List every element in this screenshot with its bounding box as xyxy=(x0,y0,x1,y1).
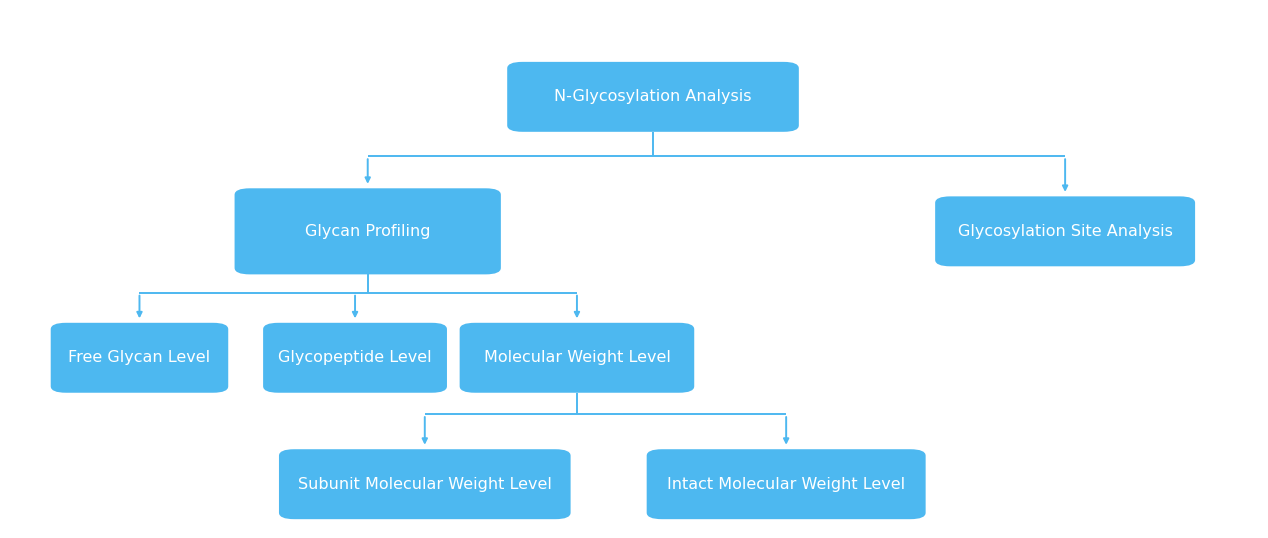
Text: Glycosylation Site Analysis: Glycosylation Site Analysis xyxy=(957,224,1173,239)
FancyBboxPatch shape xyxy=(51,323,228,393)
FancyBboxPatch shape xyxy=(507,62,799,132)
Text: N-Glycosylation Analysis: N-Glycosylation Analysis xyxy=(554,89,752,104)
FancyBboxPatch shape xyxy=(647,449,926,519)
Text: Molecular Weight Level: Molecular Weight Level xyxy=(483,350,671,365)
Text: Glycan Profiling: Glycan Profiling xyxy=(306,224,430,239)
Text: Free Glycan Level: Free Glycan Level xyxy=(68,350,210,365)
FancyBboxPatch shape xyxy=(935,196,1194,266)
Text: Subunit Molecular Weight Level: Subunit Molecular Weight Level xyxy=(298,477,552,492)
Text: Intact Molecular Weight Level: Intact Molecular Weight Level xyxy=(667,477,905,492)
Text: Glycopeptide Level: Glycopeptide Level xyxy=(278,350,432,365)
FancyBboxPatch shape xyxy=(459,323,695,393)
FancyBboxPatch shape xyxy=(279,449,571,519)
FancyBboxPatch shape xyxy=(235,188,501,274)
FancyBboxPatch shape xyxy=(264,323,448,393)
